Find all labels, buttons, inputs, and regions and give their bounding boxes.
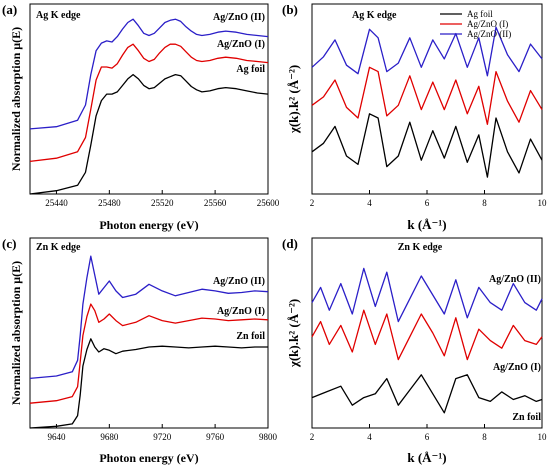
series-line-ag-zno-i bbox=[311, 309, 543, 361]
series-line-ag-foil bbox=[29, 73, 269, 195]
y-axis-label: χ(k).k² (Å⁻²) bbox=[286, 299, 301, 368]
legend-label-ag-zno-i: Ag/ZnO (I) bbox=[467, 19, 508, 29]
x-tick-label: 8 bbox=[482, 198, 487, 208]
x-tick-label: 25480 bbox=[98, 198, 121, 208]
annotation-zn-foil: Zn foil bbox=[512, 412, 541, 423]
annotation-ag-zno-i: Ag/ZnO (I) bbox=[493, 362, 541, 373]
series-lines bbox=[311, 267, 543, 414]
x-tick-label: 6 bbox=[425, 432, 430, 442]
x-tick-label: 4 bbox=[367, 198, 372, 208]
inset-title: Zn K edge bbox=[398, 242, 443, 253]
inset-title: Ag K edge bbox=[352, 10, 397, 21]
series-line-ag-zno-ii bbox=[29, 18, 269, 130]
plot-frame bbox=[311, 237, 543, 429]
series-lines bbox=[311, 26, 543, 178]
panel-a: (a) Ag K edge 25440 25480 25520 25560 25600 … bbox=[2, 2, 280, 232]
series-lines bbox=[29, 255, 269, 429]
plot-frame bbox=[29, 237, 269, 429]
x-tick-label: 9720 bbox=[153, 432, 172, 442]
panel-label: (d) bbox=[282, 236, 298, 251]
x-tick-label: 2 bbox=[310, 432, 315, 442]
y-axis-label: Normalized absorption μ(E) bbox=[9, 27, 23, 171]
legend-label-ag-foil: Ag foil bbox=[467, 9, 493, 19]
annotation-ag-zno-ii: Ag/ZnO (II) bbox=[489, 274, 541, 285]
series-line-zn-foil bbox=[29, 338, 268, 429]
annotation-ag-foil: Ag foil bbox=[236, 64, 265, 75]
x-tick-label: 8 bbox=[482, 432, 487, 442]
x-ticks: 2 4 6 8 10 bbox=[310, 424, 547, 442]
x-axis-label: Photon energy (eV) bbox=[99, 451, 198, 465]
x-tick-label: 25520 bbox=[151, 198, 174, 208]
x-axis-label: k (Å⁻¹) bbox=[407, 217, 446, 232]
x-tick-label: 9640 bbox=[47, 432, 66, 442]
annotation-zn-foil: Zn foil bbox=[236, 331, 265, 342]
panel-label: (a) bbox=[2, 2, 17, 17]
legend-label-ag-zno-ii: Ag/ZnO (II) bbox=[467, 29, 511, 39]
y-axis-label: Normalized absorption μ(E) bbox=[9, 261, 23, 405]
x-tick-label: 9680 bbox=[100, 432, 119, 442]
series-line-ag-zno-i bbox=[311, 66, 543, 125]
inset-title: Zn K edge bbox=[36, 242, 81, 253]
annotation-ag-zno-ii: Ag/ZnO (II) bbox=[213, 12, 265, 23]
x-tick-label: 25600 bbox=[257, 198, 280, 208]
x-tick-label: 4 bbox=[367, 432, 372, 442]
x-ticks: 9640 9680 9720 9760 9800 bbox=[47, 424, 278, 442]
x-ticks: 25440 25480 25520 25560 25600 bbox=[45, 190, 280, 208]
x-axis-label: k (Å⁻¹) bbox=[407, 450, 446, 465]
x-tick-label: 9800 bbox=[259, 432, 278, 442]
series-lines bbox=[29, 18, 269, 195]
x-axis-label: Photon energy (eV) bbox=[99, 218, 198, 232]
x-tick-label: 25560 bbox=[204, 198, 227, 208]
x-tick-label: 25440 bbox=[45, 198, 68, 208]
panel-label: (c) bbox=[2, 236, 16, 251]
annotation-ag-zno-ii: Ag/ZnO (II) bbox=[213, 276, 265, 287]
inset-title: Ag K edge bbox=[36, 10, 81, 21]
panel-c: (c) Zn K edge 9640 9680 9720 9760 9800 Photo… bbox=[2, 236, 278, 465]
panel-label: (b) bbox=[282, 2, 298, 17]
x-tick-label: 6 bbox=[425, 198, 430, 208]
series-line-ag-zno-ii bbox=[29, 255, 269, 380]
series-line-ag-zno-ii bbox=[311, 26, 543, 77]
series-line-zn-foil bbox=[311, 374, 543, 414]
x-tick-label: 10 bbox=[538, 432, 548, 442]
y-axis-label: χ(k).k² (Å⁻²) bbox=[286, 65, 301, 134]
x-tick-label: 10 bbox=[538, 198, 548, 208]
x-ticks: 2 4 6 8 10 bbox=[310, 190, 547, 208]
annotation-ag-zno-i: Ag/ZnO (I) bbox=[217, 39, 265, 50]
series-line-ag-zno-ii bbox=[311, 267, 543, 323]
plot-frame bbox=[29, 3, 269, 195]
panel-d: (d) Zn K edge 2 4 6 8 10 k (Å⁻¹) χ(k).k² (Å⁻… bbox=[282, 236, 547, 465]
x-tick-label: 2 bbox=[310, 198, 315, 208]
x-tick-label: 9760 bbox=[206, 432, 225, 442]
annotation-ag-zno-i: Ag/ZnO (I) bbox=[217, 306, 265, 317]
series-line-ag-foil bbox=[311, 113, 543, 178]
series-line-ag-zno-i bbox=[29, 303, 269, 404]
series-line-ag-zno-i bbox=[29, 43, 269, 163]
